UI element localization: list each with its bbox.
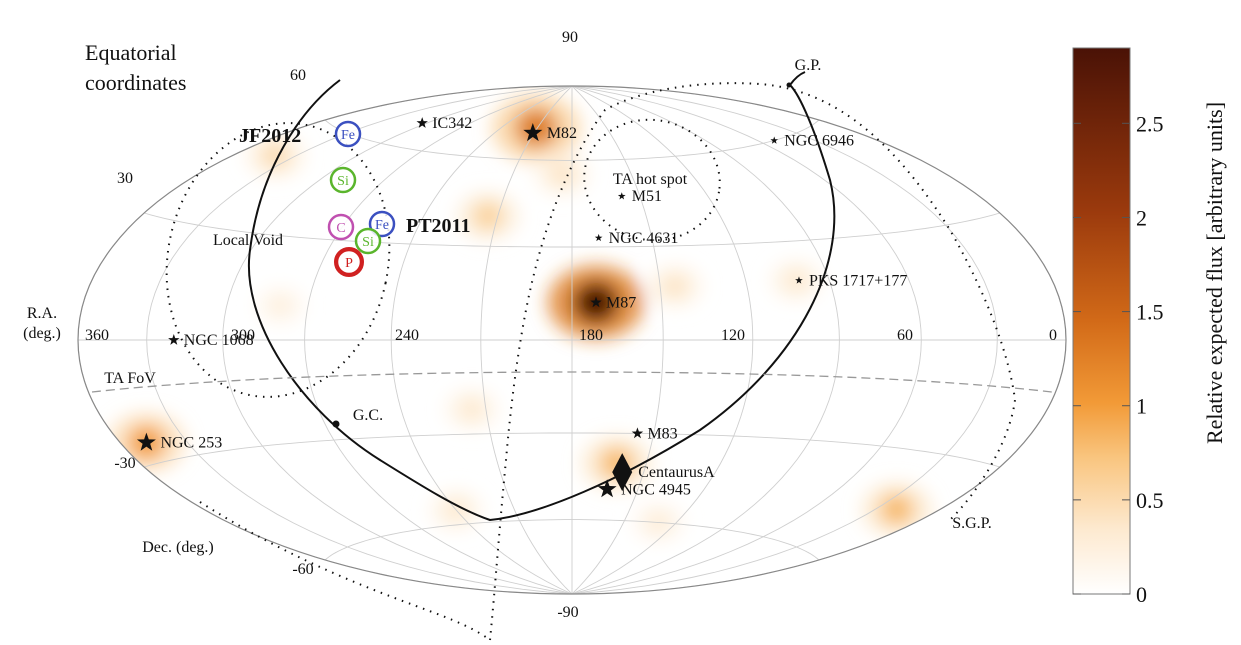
source-label-ngc-253: NGC 253: [160, 435, 222, 452]
grid-parallel: [144, 432, 1000, 468]
grid-parallel: [144, 212, 1000, 248]
sky-ellipse-border: [77, 85, 1067, 595]
dec-tick-minus30: -30: [114, 455, 135, 472]
galactic-plane-label: G.P.: [795, 57, 822, 74]
source-label-ngc-6946: NGC 6946: [784, 132, 854, 149]
particle-label-si: Si: [337, 174, 349, 189]
source-label-ngc-1068: NGC 1068: [184, 332, 254, 349]
ra-tick-0: 0: [1049, 327, 1057, 344]
particle-label-fe: Fe: [341, 128, 355, 143]
dec-tick-minus90: -90: [557, 604, 578, 621]
galactic-pole-marker: [786, 82, 792, 88]
grid-parallel: [324, 119, 820, 161]
galactic-center-label: G.C.: [353, 407, 383, 424]
colorbar-tick-label: 1.5: [1136, 300, 1164, 325]
supergalactic-plane-curve-lower-left: [199, 501, 491, 641]
source-marker-ngc-1068: [168, 334, 180, 345]
flux-hotspot-core: [549, 162, 576, 186]
particle-circle-c: [327, 213, 355, 241]
flux-hotspot-core: [459, 397, 485, 421]
source-label-pks-1717-177: PKS 1717+177: [809, 272, 907, 289]
particle-circle-p: [335, 248, 363, 276]
dec-tick-90: 90: [562, 29, 578, 46]
ra-tick-60: 60: [897, 327, 913, 344]
grid-parallel: [324, 519, 820, 561]
source-marker-m83: [631, 427, 644, 439]
ra-tick-240: 240: [395, 327, 419, 344]
colorbar: [1072, 47, 1131, 595]
chart-title: Equatorial coordinates: [85, 40, 186, 95]
source-marker-ngc-4945: [597, 479, 617, 498]
source-marker-ic342: [416, 117, 428, 128]
source-label-ngc-4631: NGC 4631: [609, 230, 679, 247]
ra-tick-120: 120: [721, 327, 745, 344]
ta-fov-label: TA FoV: [104, 370, 156, 387]
particle-label-p: P: [345, 256, 353, 271]
south-galactic-pole-label: S.G.P.: [952, 515, 992, 532]
source-label-ic342: IC342: [432, 115, 472, 132]
source-marker-ngc-6946: [770, 136, 778, 144]
source-marker-centaurusa: [612, 453, 633, 492]
dec-tick-minus60: -60: [292, 561, 313, 578]
flux-hotspot-core: [661, 274, 688, 299]
ra-axis-label: R.A. (deg.): [23, 305, 61, 342]
flux-hotspot-core: [880, 494, 913, 525]
source-marker-pks-1717-177: [795, 276, 803, 284]
galactic-plane-curve: [247, 71, 836, 522]
flux-hotspot-core: [473, 202, 503, 230]
source-marker-m87: [590, 296, 602, 308]
colorbar-tick-label: 1: [1136, 394, 1147, 419]
local-void-label: Local Void: [213, 232, 283, 249]
model-label-jf2012: JF2012: [239, 125, 301, 147]
particle-label-si: Si: [362, 235, 374, 250]
source-label-m82: M82: [547, 125, 577, 142]
model-label-pt2011: PT2011: [406, 215, 470, 237]
dec-tick-30: 30: [117, 170, 133, 187]
ra-tick-300: 300: [231, 327, 255, 344]
ta-fov-boundary: [91, 371, 1053, 393]
source-label-ngc-4945: NGC 4945: [621, 481, 691, 498]
particle-circle-fe: [368, 210, 396, 238]
flux-hotspot-core: [515, 109, 557, 147]
source-label-m83: M83: [647, 425, 677, 442]
galactic-center-marker: [332, 420, 340, 428]
source-marker-m82: [523, 123, 543, 142]
colorbar-tick-label: 2: [1136, 205, 1147, 230]
supergalactic-plane-curve: [489, 82, 1017, 641]
particle-circle-si: [354, 227, 382, 255]
flux-hotspot-core: [268, 294, 293, 317]
colorbar-tick-label: 2.5: [1136, 111, 1164, 136]
particle-ring-p: [334, 247, 364, 277]
particle-label-fe: Fe: [375, 218, 389, 233]
particle-circle-si: [329, 166, 357, 194]
flux-hotspot-core: [783, 268, 809, 292]
source-marker-m51: [617, 192, 626, 200]
source-label-centaurusa: CentaurusA: [638, 464, 715, 481]
ta-hotspot-outline: [583, 118, 721, 242]
source-marker-ngc-4631: [594, 233, 603, 242]
source-markers: M82 IC342 NGC 6946 M51 NGC 4631 PKS 1717+177 M…: [136, 115, 907, 498]
colorbar-label: Relative expected flux [arbitrary units]: [1202, 102, 1227, 444]
colorbar-ticks: 0 0.5 1 1.5 2 2.5: [1073, 111, 1164, 607]
ra-tick-360: 360: [85, 327, 109, 344]
colorbar-tick-label: 0.5: [1136, 488, 1164, 513]
dec-tick-60: 60: [290, 67, 306, 84]
source-label-m51: M51: [632, 188, 662, 205]
local-void-outline: [165, 122, 391, 398]
ra-tick-180: 180: [579, 327, 603, 344]
dec-axis-label: Dec. (deg.): [142, 539, 214, 556]
colorbar-tick-label: 0: [1136, 582, 1147, 607]
ta-hotspot-label: TA hot spot: [613, 171, 688, 188]
source-marker-ngc-253: [136, 432, 156, 451]
source-label-m87: M87: [606, 294, 636, 311]
particle-label-c: C: [336, 221, 345, 236]
particle-circle-fe: [334, 120, 362, 148]
